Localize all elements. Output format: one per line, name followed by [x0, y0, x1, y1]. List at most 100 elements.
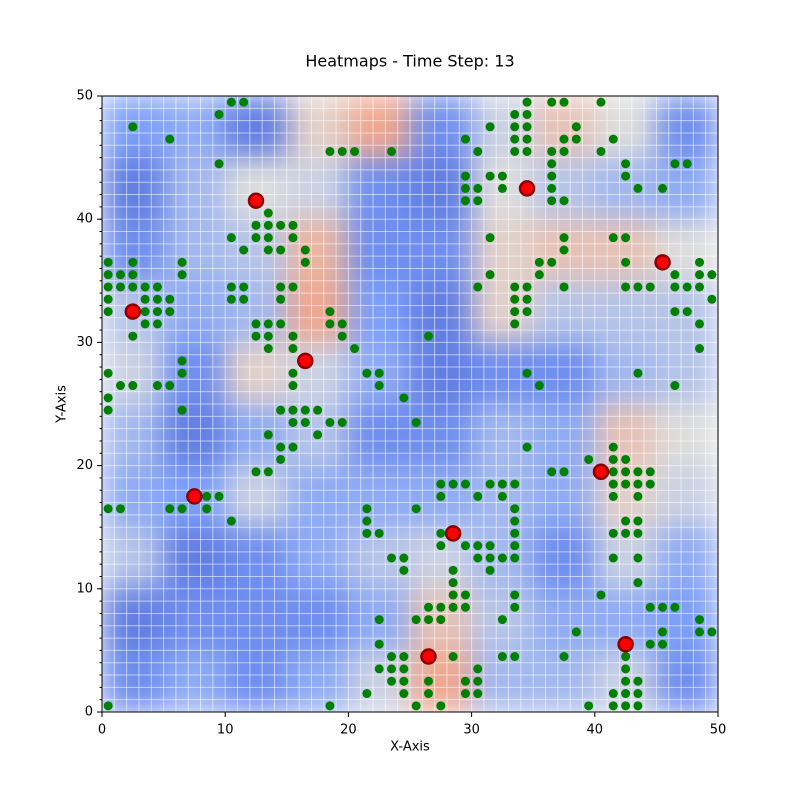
food-point: [128, 331, 138, 341]
food-point: [103, 368, 113, 378]
food-point: [411, 701, 421, 711]
food-point: [300, 257, 310, 267]
food-point: [448, 652, 458, 662]
food-point: [608, 491, 618, 501]
food-point: [226, 97, 236, 107]
food-point: [448, 565, 458, 575]
food-point: [460, 602, 470, 612]
heat-cell: [348, 96, 411, 159]
food-point: [510, 541, 520, 551]
food-point: [288, 282, 298, 292]
heat-cell: [163, 527, 226, 590]
food-point: [374, 664, 384, 674]
food-point: [276, 405, 286, 415]
heat-cell: [225, 96, 288, 159]
food-point: [695, 344, 705, 354]
food-point: [596, 146, 606, 156]
food-point: [522, 307, 532, 317]
food-point: [177, 405, 187, 415]
food-point: [460, 171, 470, 181]
food-point: [633, 516, 643, 526]
y-tick-label: 0: [85, 705, 93, 720]
food-point: [263, 319, 273, 329]
heat-cell: [656, 342, 718, 405]
food-point: [547, 97, 557, 107]
heat-cell: [225, 527, 288, 590]
heat-cell: [102, 157, 165, 220]
food-point: [621, 467, 631, 477]
food-point: [362, 528, 372, 538]
food-point: [473, 689, 483, 699]
food-point: [288, 233, 298, 243]
food-point: [658, 627, 668, 637]
food-point: [140, 307, 150, 317]
food-point: [288, 344, 298, 354]
food-point: [621, 652, 631, 662]
food-point: [621, 454, 631, 464]
heat-cell: [102, 588, 165, 651]
food-point: [288, 417, 298, 427]
food-point: [510, 134, 520, 144]
food-point: [633, 368, 643, 378]
food-point: [559, 134, 569, 144]
food-point: [276, 245, 286, 255]
heat-cell: [348, 465, 411, 528]
food-point: [621, 664, 631, 674]
food-point: [362, 368, 372, 378]
heat-cell: [410, 96, 473, 159]
food-point: [325, 701, 335, 711]
food-point: [251, 319, 261, 329]
agent-point: [124, 303, 142, 320]
food-point: [547, 257, 557, 267]
food-point: [473, 146, 483, 156]
food-point: [522, 134, 532, 144]
food-point: [621, 528, 631, 538]
food-point: [695, 270, 705, 280]
food-point: [251, 331, 261, 341]
points: [103, 97, 717, 711]
food-point: [510, 319, 520, 329]
food-point: [621, 257, 631, 267]
food-point: [239, 282, 249, 292]
food-point: [300, 405, 310, 415]
heat-cell: [163, 157, 226, 220]
food-point: [214, 491, 224, 501]
heat-cell: [348, 157, 411, 220]
food-point: [399, 652, 409, 662]
heat-cell: [225, 157, 288, 220]
heat-cell: [102, 527, 165, 590]
food-point: [682, 282, 692, 292]
food-point: [485, 565, 495, 575]
agent-point: [592, 463, 610, 481]
food-point: [485, 122, 495, 132]
food-point: [596, 590, 606, 600]
food-point: [239, 294, 249, 304]
food-point: [645, 467, 655, 477]
food-point: [510, 516, 520, 526]
food-point: [325, 146, 335, 156]
food-point: [522, 97, 532, 107]
food-point: [621, 689, 631, 699]
food-point: [288, 442, 298, 452]
food-point: [559, 97, 569, 107]
agent-point: [654, 254, 671, 271]
food-point: [177, 504, 187, 514]
food-point: [510, 307, 520, 317]
food-point: [473, 183, 483, 193]
food-point: [485, 270, 495, 280]
food-point: [374, 615, 384, 625]
food-point: [165, 307, 175, 317]
food-point: [399, 565, 409, 575]
food-point: [313, 430, 323, 440]
food-point: [510, 294, 520, 304]
food-point: [202, 491, 212, 501]
food-point: [177, 368, 187, 378]
food-point: [103, 282, 113, 292]
food-point: [374, 528, 384, 538]
food-point: [152, 319, 162, 329]
x-tick-label: 50: [710, 723, 727, 738]
food-point: [288, 381, 298, 391]
food-point: [399, 676, 409, 686]
heat-cell: [348, 404, 411, 467]
